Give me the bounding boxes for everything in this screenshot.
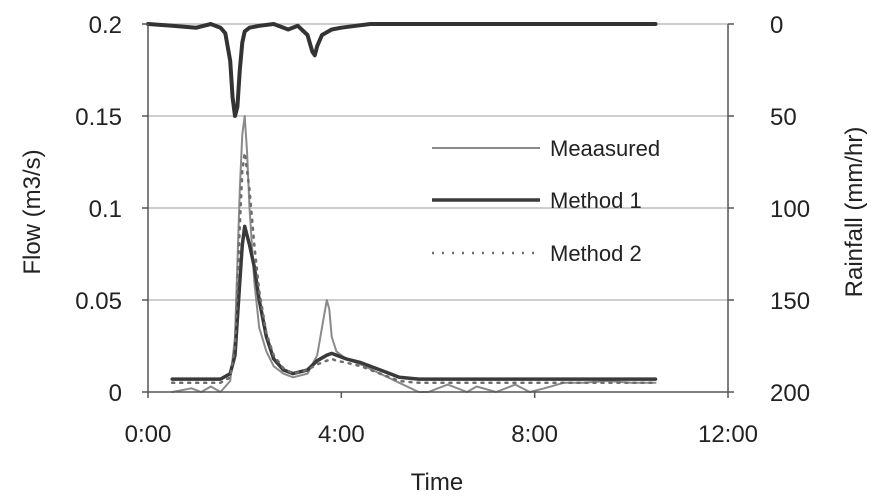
legend-label-measured: Meaasured [550, 136, 660, 161]
series-line-thick-1 [170, 224, 658, 381]
x-tick-label-0: 0:00 [125, 421, 172, 448]
axes [142, 23, 734, 398]
y-left-tick-label-0: 0 [109, 380, 122, 407]
x-tick-label-3: 12:00 [698, 421, 758, 448]
series-lines [146, 22, 658, 393]
y-left-tick-label-4: 0.2 [89, 12, 122, 39]
x-tick-label-2: 8:00 [511, 421, 558, 448]
y-left-axis-title: Flow (m3/s) [19, 149, 46, 274]
y-left-tick-label-1: 0.05 [75, 288, 122, 315]
x-tick-label-1: 4:00 [318, 421, 365, 448]
series-line-rainfall [146, 22, 658, 118]
y-right-axis-title: Rainfall (mm/hr) [841, 127, 868, 298]
y-left-tick-label-3: 0.15 [75, 104, 122, 131]
series-line-thin-0 [171, 115, 657, 393]
y-right-tick-label-4: 200 [770, 380, 810, 407]
x-axis-title: Time [411, 469, 463, 496]
series-line-dotted-2 [170, 151, 657, 385]
y-right-tick-label-3: 150 [770, 288, 810, 315]
y-right-tick-label-1: 50 [770, 104, 797, 131]
y-left-tick-label-2: 0.1 [89, 196, 122, 223]
y-right-tick-label-2: 100 [770, 196, 810, 223]
legend-label-method1: Method 1 [550, 188, 642, 213]
legend-label-method2: Method 2 [550, 241, 642, 266]
y-right-tick-label-0: 0 [770, 12, 783, 39]
legend: Meaasured Method 1 Method 2 [432, 136, 660, 266]
tick-labels: 0:00 4:00 8:00 12:00 0 0.05 0.1 0.15 0.2 0 50 100 15… [75, 12, 810, 448]
